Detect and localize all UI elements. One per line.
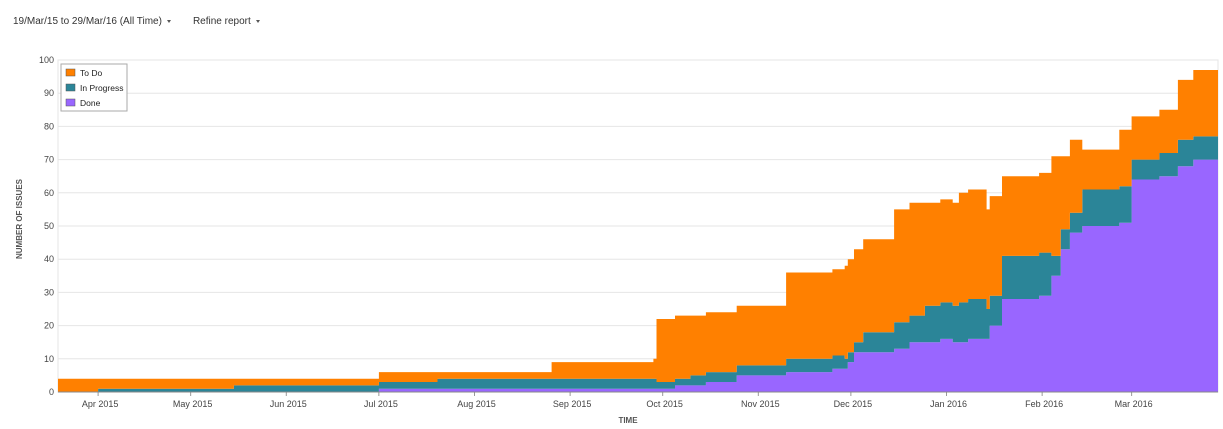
refine-report-dropdown[interactable]: Refine report bbox=[193, 16, 260, 27]
x-tick-label: Feb 2016 bbox=[1025, 399, 1063, 409]
x-tick-label: May 2015 bbox=[173, 399, 213, 409]
x-tick-label: Mar 2016 bbox=[1115, 399, 1153, 409]
x-tick-label: Jul 2015 bbox=[364, 399, 398, 409]
y-tick-label: 60 bbox=[44, 188, 54, 198]
y-tick-label: 100 bbox=[39, 55, 54, 65]
x-tick-label: Aug 2015 bbox=[457, 399, 496, 409]
x-axis-label: TIME bbox=[618, 416, 638, 425]
chart-legend: To Do In Progress Done bbox=[60, 63, 128, 112]
x-tick-label: Oct 2015 bbox=[646, 399, 683, 409]
y-axis-label: NUMBER OF ISSUES bbox=[15, 178, 24, 259]
chevron-down-icon bbox=[255, 19, 260, 23]
y-tick-label: 80 bbox=[44, 121, 54, 131]
x-tick-label: Dec 2015 bbox=[834, 399, 873, 409]
y-tick-label: 40 bbox=[44, 254, 54, 264]
y-tick-label: 0 bbox=[49, 387, 54, 397]
legend-swatch bbox=[65, 98, 76, 107]
x-tick-label: Sep 2015 bbox=[553, 399, 592, 409]
y-tick-label: 30 bbox=[44, 287, 54, 297]
x-tick-label: Jun 2015 bbox=[270, 399, 307, 409]
legend-swatch bbox=[65, 83, 76, 92]
x-tick-label: Jan 2016 bbox=[930, 399, 967, 409]
legend-label: In Progress bbox=[80, 83, 123, 93]
chevron-down-icon bbox=[166, 19, 171, 23]
x-tick-label: Nov 2015 bbox=[741, 399, 780, 409]
area-done bbox=[58, 159, 1218, 392]
refine-report-label: Refine report bbox=[192, 15, 251, 27]
date-range-dropdown[interactable]: 19/Mar/15 to 29/Mar/16 (All Time) bbox=[13, 16, 171, 27]
y-tick-label: 90 bbox=[44, 88, 54, 98]
area-to-do bbox=[58, 70, 1218, 392]
x-tick-label: Apr 2015 bbox=[82, 399, 119, 409]
axes: 0 10 20 30 40 50 60 70 80 90 100 Apr 2015 May 2015 Ju… bbox=[39, 55, 1218, 409]
report-toolbar: 19/Mar/15 to 29/Mar/16 (All Time) Refine… bbox=[13, 11, 282, 31]
date-range-label: 19/Mar/15 to 29/Mar/16 (All Time) bbox=[13, 15, 162, 27]
y-tick-label: 70 bbox=[44, 155, 54, 165]
area-series bbox=[58, 70, 1218, 392]
legend-label: Done bbox=[80, 98, 101, 108]
legend-label: To Do bbox=[80, 68, 102, 78]
legend-swatch bbox=[65, 68, 76, 77]
area-in-progress bbox=[58, 136, 1218, 392]
y-tick-label: 20 bbox=[44, 321, 54, 331]
y-tick-label: 50 bbox=[44, 221, 54, 231]
y-tick-label: 10 bbox=[44, 354, 54, 364]
